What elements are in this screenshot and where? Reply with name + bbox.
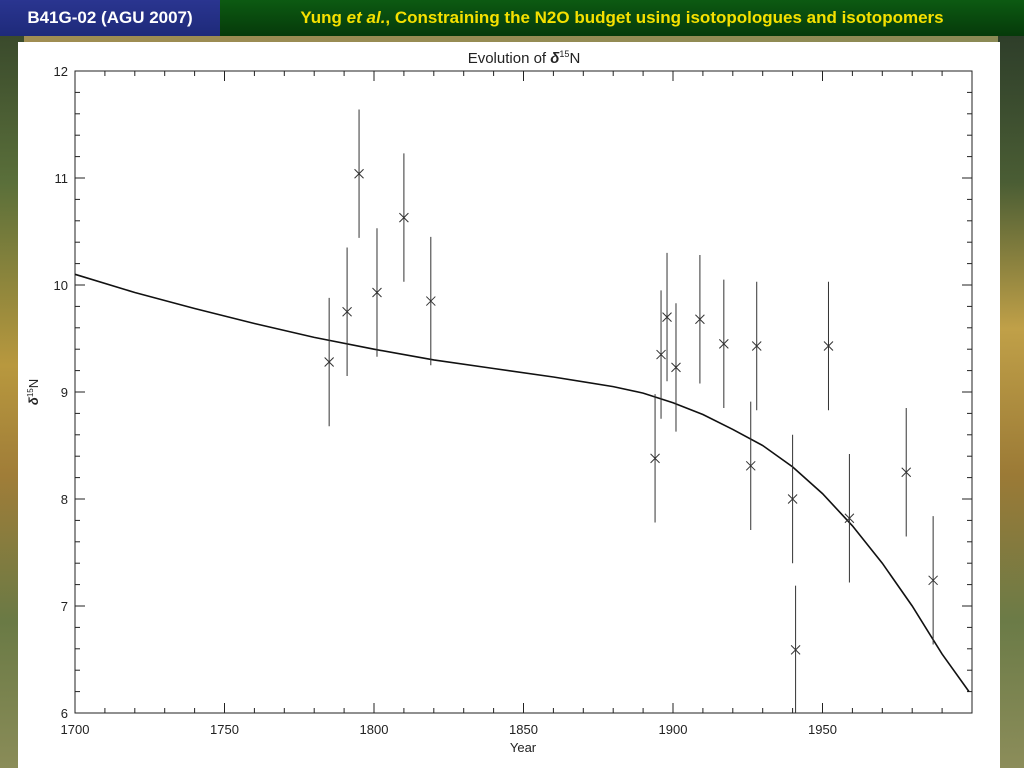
- slide-title: Yung et al., Constraining the N2O budget…: [220, 0, 1024, 36]
- chart-title-symbol: δ: [550, 50, 560, 67]
- data-points-group: [324, 109, 938, 713]
- data-point-x-stroke-b: [901, 467, 912, 478]
- data-point-x-stroke-b: [324, 357, 335, 367]
- y-axis-label-symbol: δ: [26, 397, 41, 405]
- chart-title-suffix: N: [569, 50, 580, 67]
- data-point-x-stroke-b: [695, 314, 705, 325]
- plot-panel: [18, 42, 1000, 768]
- x-tick-label: 1750: [210, 722, 239, 737]
- y-axis-label: δ15N: [26, 379, 41, 405]
- data-point-x-stroke-b: [650, 453, 660, 464]
- x-axis-label: Year: [510, 740, 537, 755]
- background-right-strip: [998, 36, 1024, 768]
- data-point-x-stroke-b: [425, 296, 436, 306]
- data-point-x-stroke-b: [662, 312, 672, 322]
- ticks-group: 1700 1750 1800 1850 1900 1950 6 7 8 9 10 11 12: [54, 64, 973, 737]
- data-point-x-stroke-b: [671, 362, 681, 373]
- data-point-x-stroke-b: [751, 341, 762, 351]
- data-point-x-stroke-b: [372, 287, 382, 298]
- data-point-x-stroke-b: [656, 349, 666, 360]
- data-point-x-stroke-b: [399, 212, 409, 223]
- plot-frame: [74, 70, 973, 714]
- y-tick-label: 11: [55, 171, 69, 186]
- y-tick-label: 7: [61, 599, 68, 614]
- session-label-text: B41G-02 (AGU 2007): [27, 8, 193, 27]
- y-tick-label: 10: [54, 278, 68, 293]
- plot-frame-group: [74, 70, 973, 714]
- y-tick-label: 9: [61, 385, 68, 400]
- data-point-x-stroke-b: [342, 306, 352, 317]
- y-tick-label: 12: [54, 64, 68, 79]
- model-curve-group: [74, 273, 970, 693]
- model-curve: [74, 273, 970, 693]
- title-etal: et al.: [346, 8, 386, 27]
- chart-title-superscript: 15: [559, 49, 569, 59]
- y-tick-label: 8: [61, 492, 68, 507]
- data-point-x-stroke-b: [354, 168, 364, 179]
- title-rest: , Constraining the N2O budget using isot…: [385, 8, 944, 27]
- y-tick-label: 6: [61, 706, 68, 721]
- x-tick-label: 1700: [61, 722, 90, 737]
- data-point-x-stroke-b: [844, 513, 855, 524]
- y-axis-label-suffix: N: [26, 379, 41, 388]
- title-author: Yung: [300, 8, 342, 27]
- slide-header: B41G-02 (AGU 2007) Yung et al., Constrai…: [0, 0, 1024, 36]
- data-point-x-stroke-b: [823, 341, 834, 351]
- y-axis-label-superscript: 15: [26, 388, 35, 397]
- data-point-x-stroke-b: [790, 645, 801, 655]
- chart-title: Evolution of δ15N: [468, 49, 581, 67]
- data-point-x-stroke-b: [928, 575, 938, 586]
- data-point-x-stroke-b: [787, 494, 798, 504]
- data-point-x-stroke-b: [718, 338, 729, 349]
- x-tick-label: 1900: [659, 722, 688, 737]
- x-tick-label: 1950: [808, 722, 837, 737]
- session-label: B41G-02 (AGU 2007): [0, 0, 220, 36]
- chart-title-prefix: Evolution of: [468, 50, 551, 67]
- x-tick-label: 1850: [509, 722, 538, 737]
- data-point-x-stroke-b: [745, 460, 756, 471]
- x-tick-label: 1800: [360, 722, 389, 737]
